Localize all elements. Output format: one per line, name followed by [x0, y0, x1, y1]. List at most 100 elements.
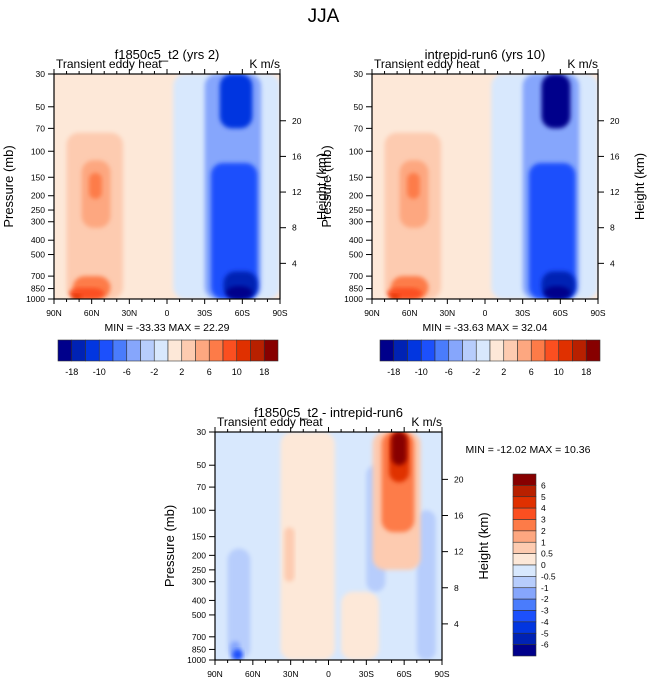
y-tick-label: 850	[349, 284, 363, 294]
colorbar-swatch	[475, 339, 491, 362]
colorbar-label: 6	[541, 480, 546, 490]
x-tick-label: 60N	[402, 308, 418, 318]
y-tick-label: 700	[31, 271, 45, 281]
contour-region	[341, 591, 379, 660]
y-tick-label: 30	[197, 427, 207, 437]
colorbar-label: -6	[123, 367, 131, 377]
x-tick-label: 60S	[397, 669, 412, 679]
colorbar-label: -5	[541, 628, 549, 638]
x-tick-label: 60N	[245, 669, 261, 679]
x-tick-label: 90S	[590, 308, 605, 318]
contour-region	[232, 649, 243, 660]
y-tick-label: 70	[197, 482, 207, 492]
colorbar-swatch	[512, 576, 537, 589]
contour-region	[219, 74, 253, 129]
colorbar-label: 2	[541, 526, 546, 536]
colorbar-horizontal: -18 -10 -6 -2 2 6 10 18	[57, 339, 279, 377]
contour-region	[71, 294, 82, 299]
y-tick-label: 250	[31, 205, 45, 215]
y-tick-label: 400	[349, 235, 363, 245]
colorbar-swatch	[512, 519, 537, 532]
x-tick-label: 90N	[364, 308, 380, 318]
y-right-tick-label: 8	[454, 583, 459, 593]
y-right-tick-label: 12	[454, 547, 464, 557]
y-right-tick-label: 12	[292, 187, 302, 197]
colorbar-swatch	[181, 339, 196, 362]
y-right-tick-label: 16	[292, 151, 302, 161]
colorbar-swatch	[71, 339, 86, 362]
y-right-tick-label: 12	[610, 187, 620, 197]
y-right-tick-label: 8	[610, 223, 615, 233]
colorbar-label: -6	[445, 367, 453, 377]
y-right-tick-label: 16	[610, 151, 620, 161]
contour-region	[226, 286, 253, 299]
contour-region	[284, 527, 295, 582]
contour-region	[89, 172, 102, 199]
colorbar-label: -10	[93, 367, 106, 377]
colorbar-label: -3	[541, 606, 549, 616]
colorbar-label: -18	[387, 367, 400, 377]
x-tick-label: 30N	[440, 308, 456, 318]
y-right-tick-label: 4	[454, 619, 459, 629]
contour-region	[280, 432, 335, 660]
page-title: JJA	[307, 6, 340, 27]
colorbar-label: 10	[554, 367, 564, 377]
left-string: Transient eddy heat	[56, 57, 162, 71]
x-tick-label: 60S	[553, 308, 568, 318]
colorbar-swatch	[512, 496, 537, 509]
y-right-tick-label: 16	[454, 511, 464, 521]
x-tick-label: 0	[326, 669, 331, 679]
y-tick-label: 1000	[26, 294, 45, 304]
colorbar-swatch	[85, 339, 100, 362]
colorbar-swatch	[153, 339, 169, 362]
y-axis-label-right: Height (km)	[314, 153, 329, 220]
y-tick-label: 70	[354, 123, 364, 133]
colorbar-swatch	[448, 339, 463, 362]
colorbar-label: 0	[541, 560, 546, 570]
y-right-tick-label: 20	[454, 474, 464, 484]
colorbar-label: -2	[541, 594, 549, 604]
x-tick-label: 60N	[84, 308, 100, 318]
y-tick-label: 1000	[344, 294, 363, 304]
x-tick-label: 90N	[46, 308, 62, 318]
panel-title: f1850c5_t2 - intrepid-run6	[254, 405, 403, 420]
colorbar-swatch	[222, 339, 238, 362]
x-tick-label: 30S	[515, 308, 530, 318]
colorbar-swatch	[462, 339, 477, 362]
y-right-tick-label: 4	[292, 258, 297, 268]
colorbar-label: 3	[541, 515, 546, 525]
contour-fill-group	[215, 432, 442, 660]
contour-region	[210, 162, 258, 299]
y-tick-label: 50	[197, 460, 207, 470]
x-tick-label: 0	[165, 308, 170, 318]
colorbar-swatch	[512, 587, 537, 600]
right-string: K m/s	[411, 415, 442, 429]
y-tick-label: 200	[192, 550, 206, 560]
colorbar-vertical: 6 54 321 0.50-0.5 -1-2 -3-4-5 -6	[512, 473, 556, 657]
colorbar-label: 0.5	[541, 549, 553, 559]
colorbar-swatch	[558, 339, 573, 362]
colorbar-swatch	[572, 339, 587, 362]
colorbar-swatch	[503, 339, 518, 362]
contour-region	[416, 510, 436, 660]
colorbar-swatch	[512, 541, 537, 554]
y-tick-label: 700	[349, 271, 363, 281]
colorbar-swatch	[250, 339, 265, 362]
colorbar-label: 5	[541, 492, 546, 502]
y-tick-label: 250	[192, 565, 206, 575]
colorbar-swatch	[512, 507, 537, 520]
x-tick-label: 90S	[434, 669, 449, 679]
y-tick-label: 50	[354, 102, 364, 112]
y-tick-label: 100	[349, 146, 363, 156]
y-tick-label: 1000	[187, 655, 206, 665]
y-tick-label: 300	[349, 217, 363, 227]
y-right-tick-label: 4	[610, 258, 615, 268]
y-axis-label-right: Height (km)	[632, 153, 647, 220]
y-right-tick-label: 20	[292, 116, 302, 126]
y-tick-label: 400	[31, 235, 45, 245]
y-tick-label: 300	[192, 577, 206, 587]
y-tick-label: 150	[349, 172, 363, 182]
colorbar-swatch	[512, 473, 537, 486]
y-right-tick-label: 8	[292, 223, 297, 233]
